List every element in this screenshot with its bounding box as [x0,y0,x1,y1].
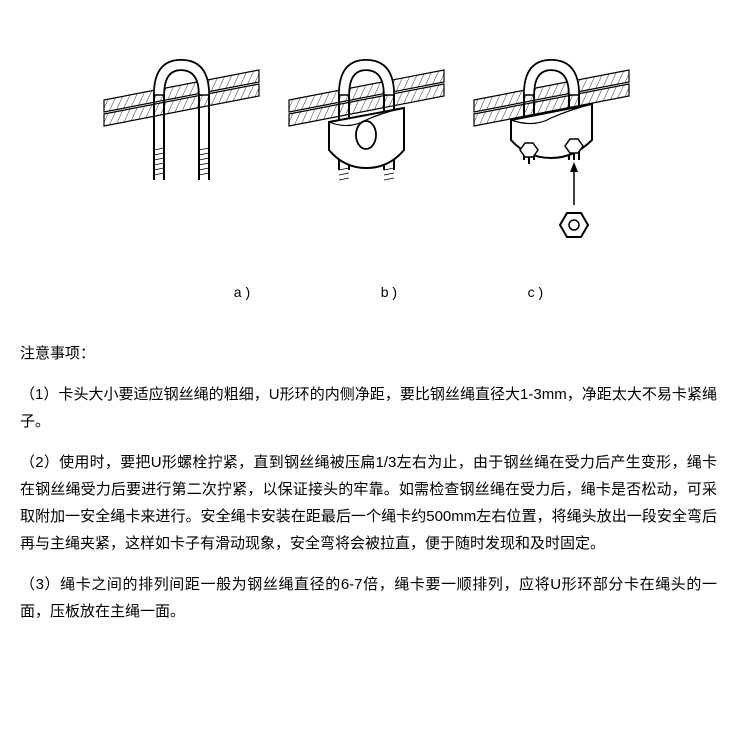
notes-heading: 注意事项： [20,340,717,367]
caption-a: a ) [234,280,250,305]
diagram-captions: a ) b ) c ) [129,280,609,305]
caption-c: c ) [528,280,544,305]
note-paragraph-3: （3）绳卡之间的排列间距一般为钢丝绳直径的6-7倍，绳卡要一顺排列，应将U形环部… [20,571,717,625]
diagram-figure: a ) b ) c ) [20,20,717,320]
caption-b: b ) [381,280,397,305]
note-paragraph-1: （1）卡头大小要适应钢丝绳的粗细，U形环的内侧净距，要比钢丝绳直径大1-3mm，… [20,381,717,435]
wire-rope-clip-diagram [89,20,649,280]
note-paragraph-2: （2）使用时，要把U形螺栓拧紧，直到钢丝绳被压扁1/3左右为止，由于钢丝绳在受力… [20,449,717,557]
